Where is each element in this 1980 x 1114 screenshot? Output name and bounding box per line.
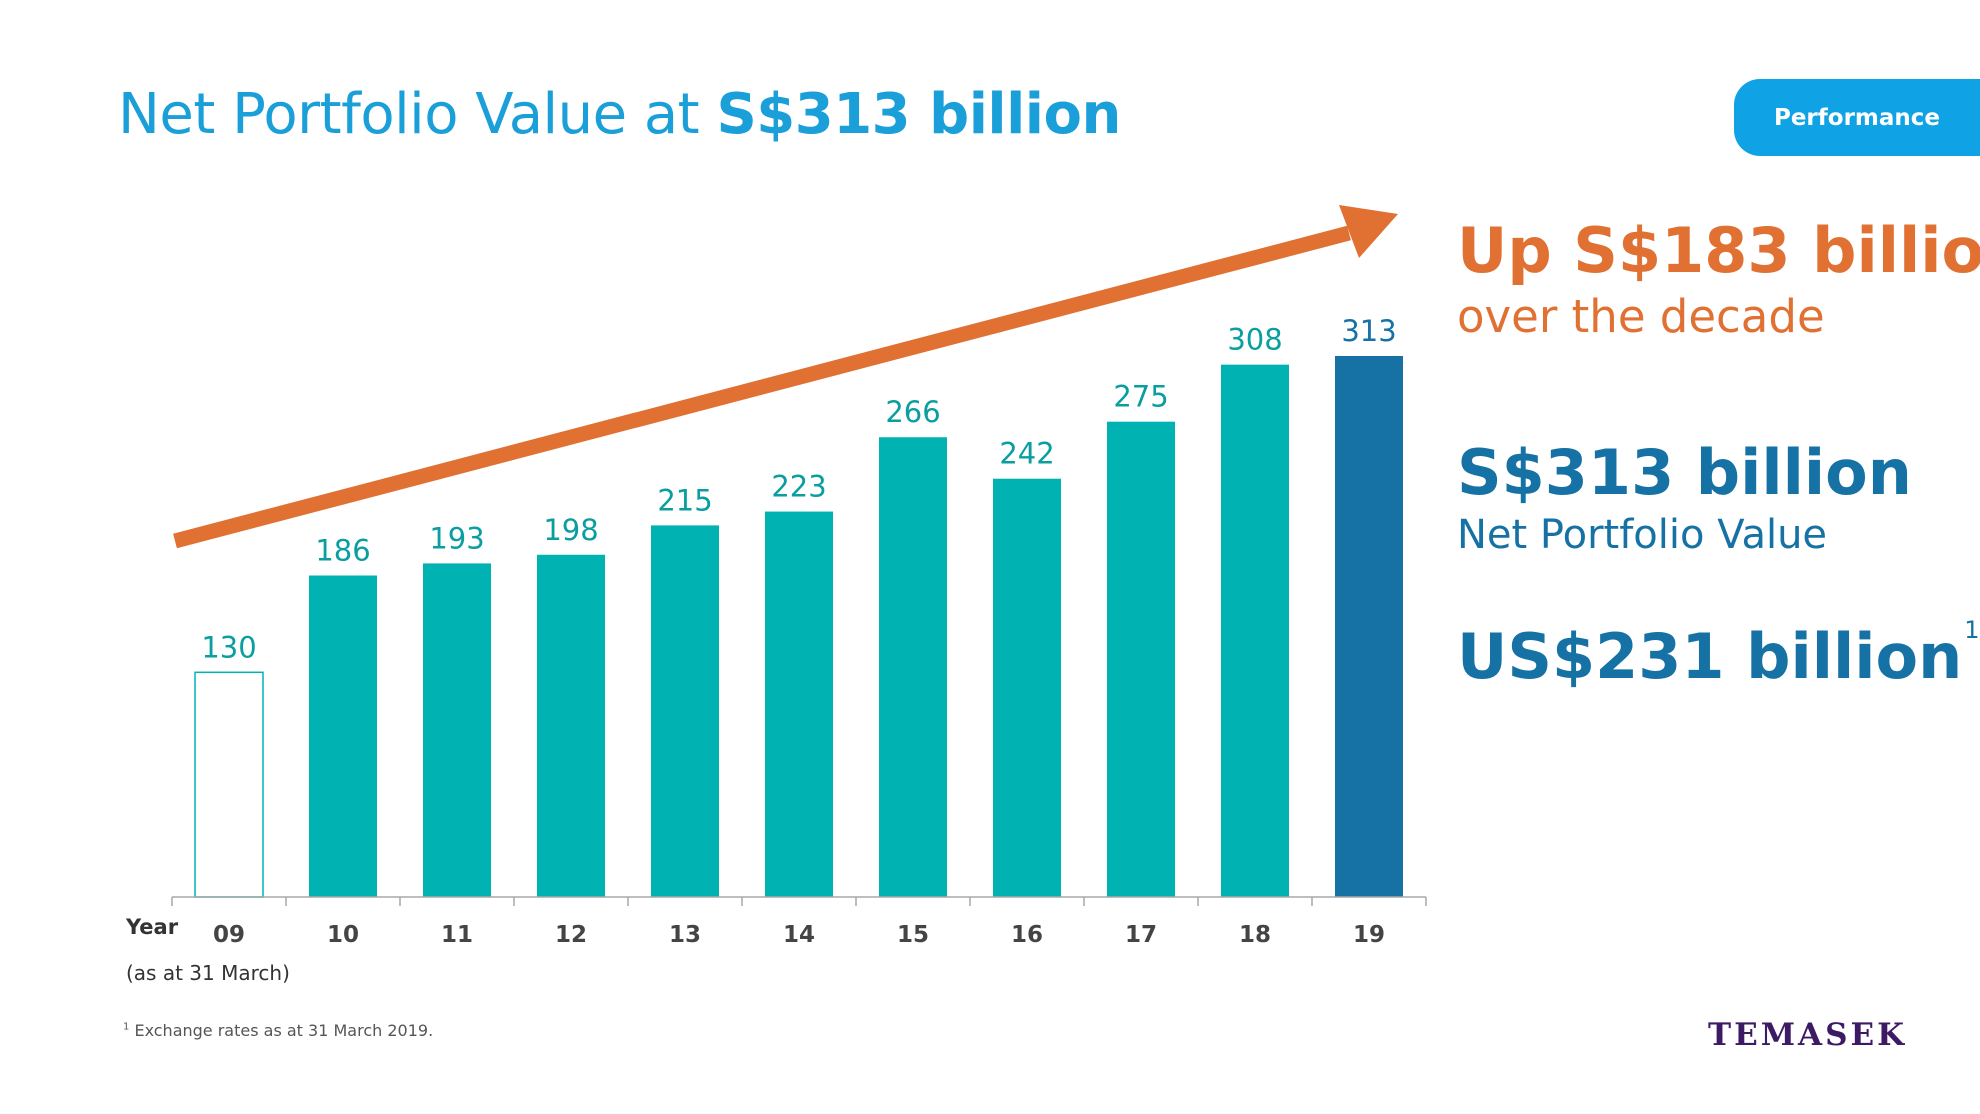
data-labels: 130 186 193 198 215 223 266 242 275 308 313 xyxy=(201,314,1396,664)
x-axis: 09 10 11 12 13 14 15 16 17 18 19 xyxy=(171,896,1427,948)
tab-performance[interactable]: Performance xyxy=(1734,79,1980,156)
usd-value-line: US$231 billion1 xyxy=(1457,616,1980,693)
trend-arrow xyxy=(173,205,1398,549)
bar-10 xyxy=(309,575,377,897)
data-label-12: 198 xyxy=(543,513,598,547)
x-tick-label-14: 14 xyxy=(783,922,815,948)
x-tick-label-10: 10 xyxy=(327,922,359,948)
bar-17 xyxy=(1107,421,1175,897)
bar-15 xyxy=(879,437,947,897)
page-title: Net Portfolio Value at S$313 billion xyxy=(118,82,1121,147)
data-label-19: 313 xyxy=(1341,314,1396,348)
data-label-11: 193 xyxy=(429,521,484,555)
bar-13 xyxy=(651,525,719,897)
data-label-17: 275 xyxy=(1113,380,1168,414)
data-label-15: 266 xyxy=(885,395,940,429)
bar-18 xyxy=(1221,364,1289,897)
x-tick-label-09: 09 xyxy=(213,922,245,948)
footnote-mark: 1 xyxy=(123,1021,130,1033)
usd-value: US$231 billion xyxy=(1457,620,1963,693)
bar-12 xyxy=(537,554,605,897)
footnote: 1 Exchange rates as at 31 March 2019. xyxy=(123,1021,433,1040)
title-highlight: S$313 billion xyxy=(716,82,1121,147)
trend-arrow-head xyxy=(1339,205,1398,258)
growth-headline: Up S$183 billion xyxy=(1457,214,1980,287)
bar-11 xyxy=(423,563,491,897)
x-tick-label-11: 11 xyxy=(441,922,473,948)
title-prefix: Net Portfolio Value at xyxy=(118,82,717,147)
footnote-text: Exchange rates as at 31 March 2019. xyxy=(129,1021,434,1040)
bar-14 xyxy=(765,511,833,897)
x-axis-title: Year xyxy=(125,915,179,939)
data-label-16: 242 xyxy=(999,437,1054,471)
x-tick-label-16: 16 xyxy=(1011,922,1043,948)
data-label-09: 130 xyxy=(201,630,256,664)
bar-09 xyxy=(194,671,264,898)
data-label-13: 215 xyxy=(657,483,712,517)
data-label-10: 186 xyxy=(315,534,370,568)
bar-19 xyxy=(1335,356,1403,897)
data-label-14: 223 xyxy=(771,470,826,504)
usd-footnote-mark: 1 xyxy=(1964,616,1980,644)
npv-label: Net Portfolio Value xyxy=(1457,512,1828,558)
tab-performance-label: Performance xyxy=(1773,104,1941,131)
x-axis-note: (as at 31 March) xyxy=(126,961,290,985)
x-tick-label-19: 19 xyxy=(1353,922,1385,948)
x-tick-label-18: 18 xyxy=(1239,922,1271,948)
temasek-logo: TEMASEK xyxy=(1708,1017,1908,1053)
x-tick-label-12: 12 xyxy=(555,922,587,948)
x-tick-label-17: 17 xyxy=(1125,922,1157,948)
bar-16 xyxy=(993,478,1061,897)
data-label-18: 308 xyxy=(1227,323,1282,357)
trend-arrow-shaft xyxy=(173,225,1351,549)
npv-value: S$313 billion xyxy=(1457,436,1912,509)
bars xyxy=(194,356,1403,898)
x-tick-label-13: 13 xyxy=(669,922,701,948)
growth-subline: over the decade xyxy=(1457,290,1825,343)
x-tick-label-15: 15 xyxy=(897,922,929,948)
